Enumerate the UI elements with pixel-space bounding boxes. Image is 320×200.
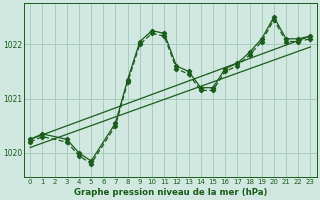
X-axis label: Graphe pression niveau de la mer (hPa): Graphe pression niveau de la mer (hPa) <box>74 188 267 197</box>
